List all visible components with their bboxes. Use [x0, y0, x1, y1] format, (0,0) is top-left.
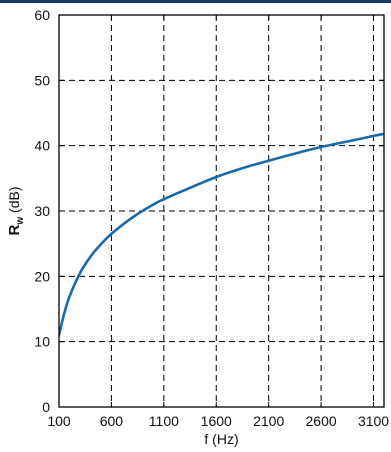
x-tick-label: 2600 — [306, 413, 337, 429]
x-tick-label: 100 — [47, 413, 71, 429]
y-tick-label: 60 — [34, 7, 50, 23]
y-tick-label: 50 — [34, 72, 50, 88]
y-tick-label: 40 — [34, 138, 50, 154]
x-tick-label: 3100 — [358, 413, 389, 429]
x-tick-labels: 100 600 1100 1600 2100 2600 3100 — [47, 413, 389, 429]
plot-frame — [58, 14, 385, 408]
x-axis-title: f (Hz) — [204, 431, 238, 447]
y-tick-label: 20 — [34, 268, 50, 284]
y-tick-label: 30 — [34, 203, 50, 219]
x-tick-label: 2100 — [253, 413, 284, 429]
x-tick-label: 1600 — [201, 413, 232, 429]
y-tick-label: 10 — [34, 334, 50, 350]
y-axis-subscript: w — [15, 217, 26, 226]
top-accent-bar — [0, 0, 391, 3]
rw-curve-series-line — [59, 132, 384, 337]
y-axis-title: Rw (dB) — [6, 187, 26, 236]
grid-lines — [59, 15, 384, 407]
y-tick-labels: 0 10 20 30 40 50 60 — [34, 7, 50, 415]
y-axis-symbol: R — [6, 224, 23, 235]
x-tick-label: 1100 — [149, 413, 179, 429]
y-axis-unit: (dB) — [6, 187, 22, 217]
x-tick-label: 600 — [100, 413, 124, 429]
y-tick-label: 0 — [42, 399, 50, 415]
